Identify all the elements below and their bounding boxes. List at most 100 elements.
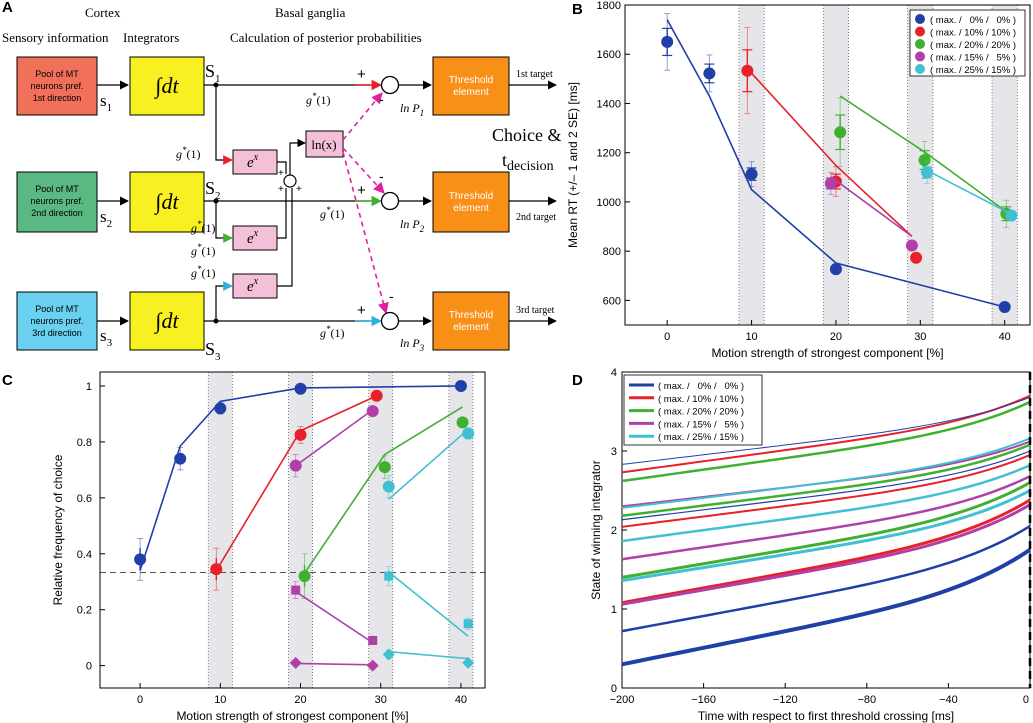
log-to-sum-3: [342, 151, 389, 315]
model-line-b-1: [750, 72, 913, 237]
trace-d-9: [621, 450, 1031, 521]
log-to-sum-2: [342, 147, 385, 194]
trace-d-14: [621, 394, 1031, 474]
xlabel-c: Motion strength of strongest component […: [176, 709, 408, 723]
log-box-label: ln(x): [311, 137, 336, 152]
exp1-to-sum: [277, 161, 287, 174]
threshold-box-3: [432, 291, 510, 351]
data-point-c-5-1: [368, 635, 378, 645]
pool-3-box: [16, 291, 98, 351]
xtick-label-c-4: 40: [455, 694, 467, 706]
ytick-label-c-3: 0.6: [77, 493, 92, 505]
ylabel-d: State of winning integrator: [589, 460, 603, 599]
gain-label-main-2: g*(1): [320, 205, 345, 221]
legend-label-b-2: ( max. / 20% / 20% ): [930, 40, 1016, 51]
ytick-label-d-2: 2: [611, 525, 617, 537]
lnP3-label: ln P3: [400, 336, 425, 353]
threshold-1-line-1: Threshold: [449, 75, 493, 86]
data-point-b-3-0: [824, 177, 837, 190]
xtick-label-b-4: 40: [999, 331, 1011, 343]
data-point-b-1-0: [741, 64, 754, 77]
data-point-c-1-0: [210, 563, 223, 576]
trace-d-5: [621, 481, 1031, 579]
data-point-c-5-0: [291, 585, 301, 595]
model-line-c-3: [295, 409, 374, 467]
chart-c: 0 10 20 30 40 0 0.2 0.4 0.6 0.8 1 Motion strength o…: [51, 371, 486, 723]
trace-d-12: [621, 437, 1031, 509]
sum-3-minus: -: [389, 288, 394, 304]
integrator-2: [129, 171, 205, 233]
data-point-c-0-2: [214, 402, 227, 415]
ytick-label-c-4: 0.8: [77, 437, 92, 449]
pool-2-line-2: neurons pref.: [30, 196, 83, 206]
target-3-label: 3rd target: [516, 305, 555, 316]
ytick-label-b-5: 1600: [597, 49, 621, 61]
trace-d-3: [621, 503, 1031, 606]
threshold-3-line-1: Threshold: [449, 310, 493, 321]
sum-node-1: [380, 75, 400, 95]
data-point-c-6-1: [463, 619, 473, 629]
trace-d-8: [621, 454, 1031, 528]
legend-label-d-3: ( max. / 15% / 5% ): [658, 419, 744, 430]
integrator-3-label: ∫dt: [153, 308, 179, 334]
threshold-box-1: [432, 56, 510, 116]
data-point-b-0-2: [745, 168, 758, 181]
pool-1: Pool of MT neurons pref. 1st direction: [16, 56, 98, 116]
ytick-label-b-6: 1800: [597, 0, 621, 12]
model-line-b-0: [666, 19, 1005, 308]
ylabel-b: Mean RT (+/– 1 and 2 SE) [ms]: [566, 82, 580, 248]
shade-band-c-0: [208, 372, 233, 688]
shade-band-c-1: [288, 372, 313, 688]
panel-label-c: C: [2, 372, 13, 389]
exp2-to-sum: [277, 188, 287, 239]
header-sensory: Sensory information: [2, 30, 109, 45]
data-point-c-8-0: [382, 648, 395, 661]
gain-label-main-3: g*(1): [320, 324, 345, 340]
data-point-b-4-0: [921, 166, 934, 179]
model-line-c-5: [295, 590, 374, 644]
data-point-b-0-1: [703, 67, 716, 80]
model-line-c-7: [295, 662, 373, 666]
exp-box-1-label: ex: [247, 152, 259, 171]
data-point-c-0-4: [454, 379, 467, 392]
sum-node-3: [380, 311, 400, 331]
legend-marker-b-3: [915, 51, 925, 62]
chart-b: 0 10 20 30 40 600 800 1000 1200 1400 1600 1800 Motio…: [566, 0, 1031, 360]
S2-label: S2: [205, 178, 221, 202]
trace-d-15: [621, 396, 1031, 465]
data-point-c-0-1: [174, 452, 187, 465]
xtick-label-b-2: 20: [830, 331, 842, 343]
pool-1-box: [16, 56, 98, 116]
pool-3: Pool of MT neurons pref. 3rd direction: [16, 291, 98, 351]
xtick-label-d-0: −200: [610, 694, 635, 706]
ytick-label-c-2: 0.4: [77, 549, 92, 561]
axes-frame-c: [99, 371, 486, 689]
sum-2-plus: +: [357, 182, 366, 199]
header-integrators: Integrators: [123, 30, 179, 45]
pool-3-line-1: Pool of MT: [35, 304, 79, 314]
data-point-b-2-0: [834, 126, 847, 139]
axes-frame-b: [624, 4, 1031, 326]
data-point-c-1-1: [294, 428, 307, 441]
exp-box-3-label: ex: [247, 276, 259, 295]
pool-2-line-3: 2nd direction: [31, 208, 83, 218]
legend-box-b: [909, 9, 1026, 77]
pool-2-box: [16, 171, 98, 233]
trace-d-13: [621, 400, 1031, 483]
legend-label-b-3: ( max. / 15% / 5% ): [930, 53, 1016, 64]
lnP2-label: ln P2: [400, 217, 425, 234]
gain-label-branch-3a: g*(1): [191, 242, 216, 258]
model-line-b-3: [830, 176, 913, 238]
threshold-2-line-1: Threshold: [449, 191, 493, 202]
target-2-label: 2nd target: [516, 212, 556, 223]
threshold-3-line-2: element: [453, 322, 489, 333]
data-point-c-2-0: [298, 570, 311, 583]
legend-marker-b-4: [915, 64, 925, 74]
xtick-label-d-2: −120: [773, 694, 798, 706]
integrator-2-label: ∫dt: [153, 189, 179, 215]
branch-3: [215, 285, 228, 321]
trace-d-7: [621, 464, 1031, 543]
threshold-1-line-2: element: [453, 87, 489, 98]
exp-box-1: [232, 149, 278, 175]
